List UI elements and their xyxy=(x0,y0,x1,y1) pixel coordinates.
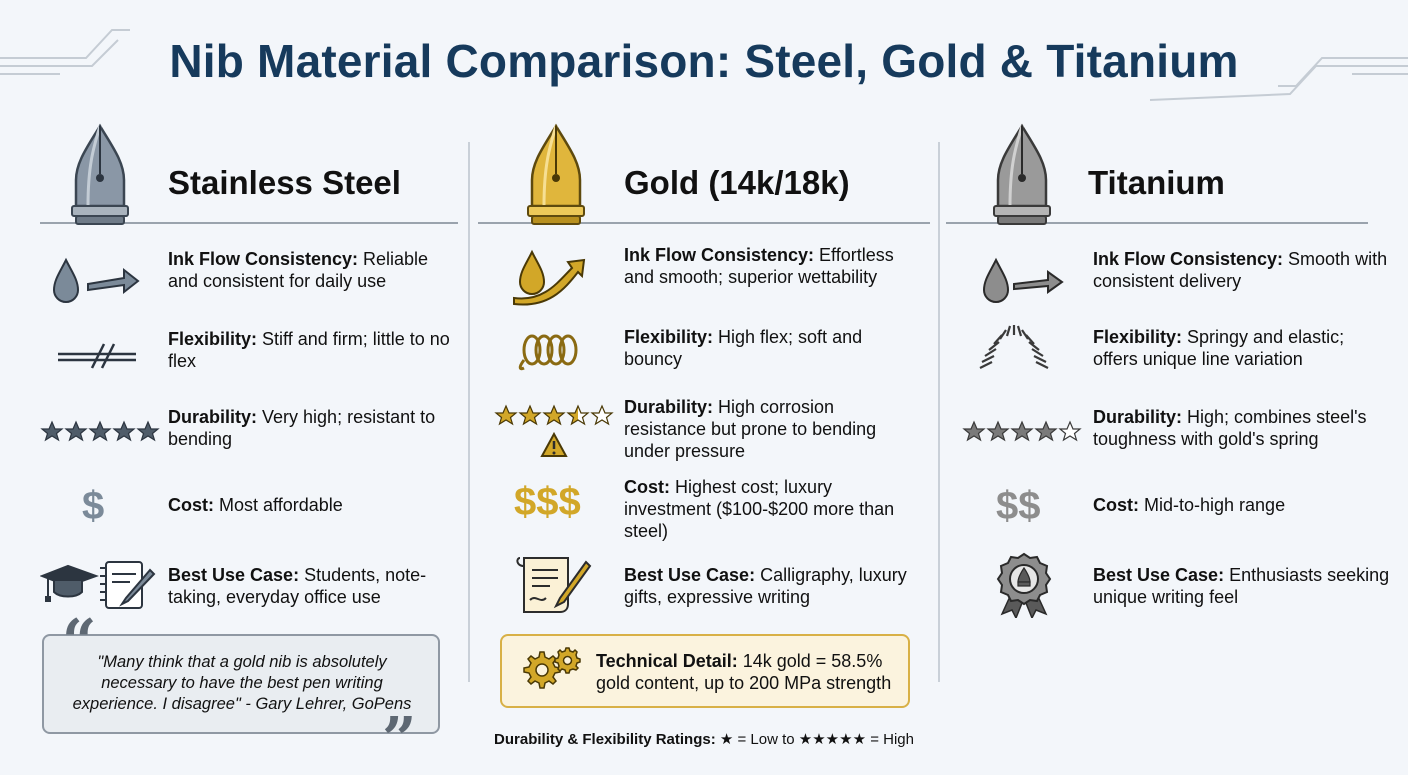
row-text: Best Use Case: Enthusiasts seeking uniqu… xyxy=(1093,565,1390,607)
star-rating-icon xyxy=(962,420,1082,442)
ink-drop-curved-arrow-icon xyxy=(513,249,586,306)
row-text: Flexibility: High flex; soft and bouncy xyxy=(624,327,863,369)
titanium-nib-icon xyxy=(993,123,1051,225)
header-underline xyxy=(40,222,458,224)
column-heading: Gold (14k/18k) xyxy=(624,164,850,201)
technical-detail-text: Technical Detail: 14k gold = 58.5% gold … xyxy=(596,651,892,693)
row-text: Cost: Mid-to-high range xyxy=(1093,495,1286,515)
row-text: Durability: Very high; resistant to bend… xyxy=(168,407,436,449)
rating-legend: Durability & Flexibility Ratings: ★ = Lo… xyxy=(494,731,914,748)
star-rating-icon xyxy=(40,420,160,442)
row-text: Durability: High; combines steel's tough… xyxy=(1093,407,1367,449)
column-divider xyxy=(468,142,470,682)
ink-drop-arrow-icon xyxy=(52,257,140,303)
column-gold: Gold (14k/18k) Ink Flow Consistency: Eff… xyxy=(494,120,938,720)
header-underline xyxy=(946,222,1368,224)
graduation-cap-notebook-icon xyxy=(40,561,156,609)
award-badge-icon xyxy=(996,552,1052,618)
steel-nib-icon xyxy=(71,123,129,225)
row-text: Ink Flow Consistency: Smooth with consis… xyxy=(1093,249,1388,291)
header-underline xyxy=(478,222,930,224)
page-title: Nib Material Comparison: Steel, Gold & T… xyxy=(169,35,1239,87)
column-divider xyxy=(938,142,940,682)
close-quote-icon: ” xyxy=(382,705,417,775)
row-text: Durability: High corrosion resistance bu… xyxy=(624,397,877,461)
dollar-icon: $$$ xyxy=(514,480,581,524)
row-text: Ink Flow Consistency: Effortless and smo… xyxy=(624,245,894,287)
row-text: Cost: Highest cost; luxury investment ($… xyxy=(624,477,895,541)
row-text: Best Use Case: Calligraphy, luxury gifts… xyxy=(624,565,907,607)
column-stainless-steel: Stainless Steel Ink Flow Consistency: Re… xyxy=(40,120,480,720)
row-text: Flexibility: Stiff and firm; little to n… xyxy=(168,329,450,371)
spring-arc-icon xyxy=(979,325,1049,369)
row-text: Flexibility: Springy and elastic; offers… xyxy=(1093,327,1345,369)
scroll-pen-icon xyxy=(516,557,592,613)
dollar-icon: $$ xyxy=(996,484,1041,528)
gold-nib-icon xyxy=(527,123,585,225)
column-heading: Titanium xyxy=(1088,164,1225,201)
stiff-lines-icon xyxy=(58,343,136,369)
open-quote-icon: “ xyxy=(62,607,97,677)
column-heading: Stainless Steel xyxy=(168,164,401,201)
quote-text: "Many think that a gold nib is absolutel… xyxy=(72,653,412,713)
technical-detail-box: Technical Detail: 14k gold = 58.5% gold … xyxy=(500,634,910,708)
coil-spring-icon xyxy=(518,334,578,371)
star-rating-warning-icon xyxy=(494,404,614,457)
row-text: Ink Flow Consistency: Reliable and consi… xyxy=(168,249,429,291)
gears-icon xyxy=(523,647,581,689)
row-text: Cost: Most affordable xyxy=(168,495,343,515)
column-titanium: Titanium Ink Flow Consistency: Smooth wi… xyxy=(962,120,1402,720)
quote-box: "Many think that a gold nib is absolutel… xyxy=(42,634,440,734)
dollar-icon: $ xyxy=(82,484,105,528)
row-text: Best Use Case: Students, note-taking, ev… xyxy=(168,565,427,607)
ink-drop-arrow-icon xyxy=(982,257,1064,303)
